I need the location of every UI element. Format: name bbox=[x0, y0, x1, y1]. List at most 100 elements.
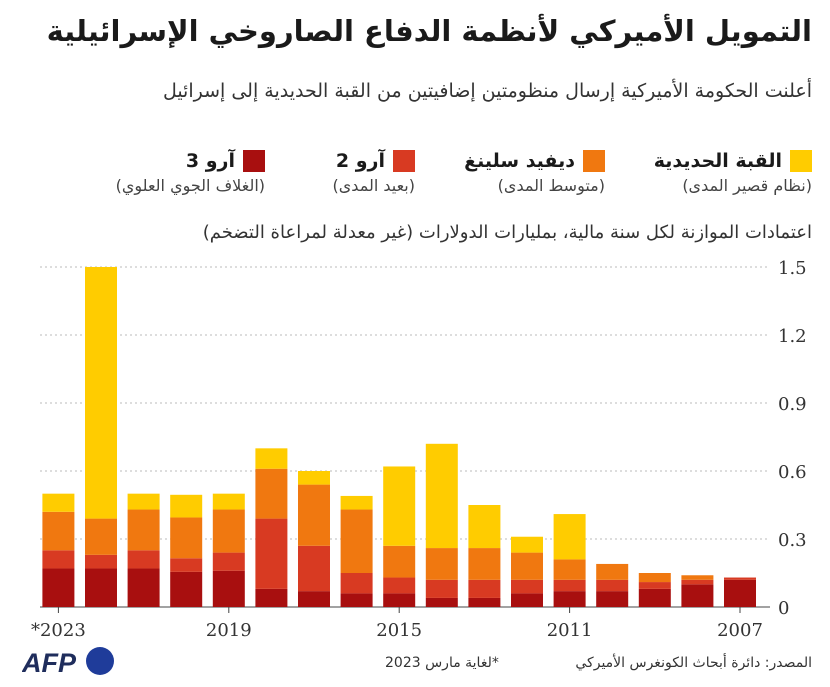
bar-segment-2019-series-3 bbox=[212, 493, 245, 510]
bar-segment-2021-series-2 bbox=[127, 509, 160, 551]
bar-segment-2016-series-0 bbox=[340, 593, 373, 607]
bar-segment-2013-series-0 bbox=[468, 597, 501, 607]
source-note: المصدر: دائرة أبحاث الكونغرس الأميركي bbox=[575, 655, 812, 671]
bar-segment-2020-series-1 bbox=[170, 558, 203, 572]
bar-segment-2007-series-1 bbox=[724, 577, 756, 580]
bar-segment-2020-series-3 bbox=[170, 494, 203, 518]
bar-segment-2010-series-1 bbox=[596, 579, 629, 592]
bar-segment-2011-series-0 bbox=[553, 591, 586, 607]
x-tick-label: 2019 bbox=[206, 620, 252, 641]
bar-segment-2015-series-0 bbox=[383, 593, 416, 607]
y-tick-label: 0.3 bbox=[778, 530, 807, 551]
bar-segment-2017-series-0 bbox=[298, 591, 330, 607]
bar-segment-2014-series-3 bbox=[425, 443, 458, 549]
x-tick-label: 2015 bbox=[376, 620, 422, 641]
x-tick-label: *2023 bbox=[31, 620, 86, 641]
legend-swatch-davids-sling bbox=[583, 150, 605, 172]
legend-desc-davids-sling: (متوسط المدى) bbox=[497, 176, 605, 195]
bar-segment-2016-series-2 bbox=[340, 509, 373, 573]
bar-segment-2008-series-0 bbox=[681, 584, 714, 607]
bar-segment-2021-series-3 bbox=[127, 493, 160, 510]
bar-segment-2013-series-3 bbox=[468, 505, 501, 549]
bar-segment-2019-series-2 bbox=[212, 509, 245, 553]
legend-desc-arrow-2: (بعيد المدى) bbox=[332, 176, 415, 195]
y-tick-labels: 0 0.3 0.6 0.9 1.2 1.5 bbox=[778, 258, 807, 619]
bar-segment-2012-series-2 bbox=[511, 552, 543, 580]
bar-segment-2022-series-2 bbox=[85, 518, 117, 555]
bar-segment-2014-series-0 bbox=[425, 597, 458, 607]
chart-title: التمويل الأميركي لأنظمة الدفاع الصاروخي … bbox=[46, 14, 812, 48]
legend-label-arrow-2: آرو 2 bbox=[335, 150, 385, 172]
legend-item-arrow-2: آرو 2 (بعيد المدى) bbox=[333, 150, 415, 195]
bar-segment-2009-series-1 bbox=[638, 582, 671, 589]
axis-caption: اعتمادات الموازنة لكل سنة مالية، بمليارا… bbox=[202, 222, 812, 243]
bar-segment-2020-series-0 bbox=[170, 571, 203, 607]
bar-segment-2015-series-3 bbox=[383, 466, 416, 546]
x-tick-label: 2007 bbox=[717, 620, 763, 641]
bar-segment-2015-series-1 bbox=[383, 577, 416, 594]
bar-segment-2016-series-3 bbox=[340, 495, 373, 510]
footnote: *لغاية مارس 2023 bbox=[385, 655, 499, 671]
bar-segment-2021-series-1 bbox=[127, 550, 160, 569]
afp-logo-circle bbox=[86, 647, 114, 675]
chart-subtitle: أعلنت الحكومة الأميركية إرسال منظومتين إ… bbox=[162, 80, 812, 102]
bar-segment-2023*-series-3 bbox=[42, 493, 75, 512]
y-tick-label: 1.5 bbox=[778, 258, 807, 279]
bar-segment-2018-series-1 bbox=[255, 518, 288, 589]
bar-segment-2011-series-3 bbox=[553, 514, 586, 560]
y-tick-label: 0 bbox=[778, 598, 789, 619]
legend-swatch-arrow-2 bbox=[393, 150, 415, 172]
afp-logo: AFP bbox=[22, 647, 114, 678]
y-tick-label: 1.2 bbox=[778, 326, 807, 347]
bar-segment-2013-series-1 bbox=[468, 579, 501, 598]
bar-segment-2014-series-2 bbox=[425, 548, 458, 580]
bar-segment-2023*-series-0 bbox=[42, 568, 75, 607]
bar-segment-2014-series-1 bbox=[425, 579, 458, 598]
bar-segment-2015-series-2 bbox=[383, 545, 416, 578]
bar-segment-2008-series-2 bbox=[681, 575, 714, 580]
legend-label-davids-sling: ديفيد سلينغ bbox=[464, 150, 575, 172]
bar-segment-2017-series-2 bbox=[298, 484, 330, 546]
bar-segment-2018-series-2 bbox=[255, 468, 288, 519]
stacked-bar-chart: 0 0.3 0.6 0.9 1.2 1.5 2007 2011 2015 2019 *2023 bbox=[31, 258, 807, 641]
legend-item-davids-sling: ديفيد سلينغ (متوسط المدى) bbox=[464, 150, 605, 195]
bar-segment-2017-series-1 bbox=[298, 545, 330, 592]
bar-segment-2018-series-3 bbox=[255, 448, 288, 469]
bar-segment-2023*-series-1 bbox=[42, 550, 75, 569]
bar-segment-2019-series-0 bbox=[212, 570, 245, 607]
bar-segment-2013-series-2 bbox=[468, 548, 501, 580]
legend-item-arrow-3: آرو 3 (الغلاف الجوي العلوي) bbox=[116, 150, 265, 195]
bar-segment-2008-series-1 bbox=[681, 579, 714, 585]
bar-segment-2012-series-3 bbox=[511, 536, 543, 553]
legend-item-iron-dome: القبة الحديدية (نظام قصير المدى) bbox=[654, 150, 812, 195]
bar-segment-2011-series-1 bbox=[553, 579, 586, 592]
x-tick-labels: 2007 2011 2015 2019 *2023 bbox=[31, 607, 763, 641]
bar-segment-2016-series-1 bbox=[340, 573, 373, 594]
y-tick-label: 0.6 bbox=[778, 462, 807, 483]
legend-desc-iron-dome: (نظام قصير المدى) bbox=[682, 176, 812, 195]
bar-segment-2021-series-0 bbox=[127, 568, 160, 607]
legend-swatch-arrow-3 bbox=[243, 150, 265, 172]
bar-segment-2012-series-0 bbox=[511, 593, 543, 607]
afp-logo-text: AFP bbox=[22, 648, 77, 678]
bar-segment-2019-series-1 bbox=[212, 552, 245, 571]
legend-label-arrow-3: آرو 3 bbox=[185, 150, 235, 172]
x-tick-label: 2011 bbox=[547, 620, 593, 641]
bar-segment-2011-series-2 bbox=[553, 559, 586, 580]
bar-segment-2010-series-2 bbox=[596, 563, 629, 580]
bar-segment-2012-series-1 bbox=[511, 579, 543, 594]
bar-segment-2023*-series-2 bbox=[42, 511, 75, 551]
bar-segment-2010-series-0 bbox=[596, 591, 629, 607]
bar-segment-2017-series-3 bbox=[298, 471, 330, 485]
bar-segment-2020-series-2 bbox=[170, 517, 203, 559]
bars bbox=[42, 267, 756, 607]
bar-segment-2007-series-0 bbox=[724, 579, 756, 607]
bar-segment-2018-series-0 bbox=[255, 588, 288, 607]
bar-segment-2009-series-2 bbox=[638, 573, 671, 583]
bar-segment-2009-series-0 bbox=[638, 588, 671, 607]
y-tick-label: 0.9 bbox=[778, 394, 807, 415]
bar-segment-2022-series-0 bbox=[85, 568, 117, 607]
bar-segment-2022-series-3 bbox=[85, 267, 117, 519]
legend-swatch-iron-dome bbox=[790, 150, 812, 172]
legend-label-iron-dome: القبة الحديدية bbox=[653, 150, 782, 172]
